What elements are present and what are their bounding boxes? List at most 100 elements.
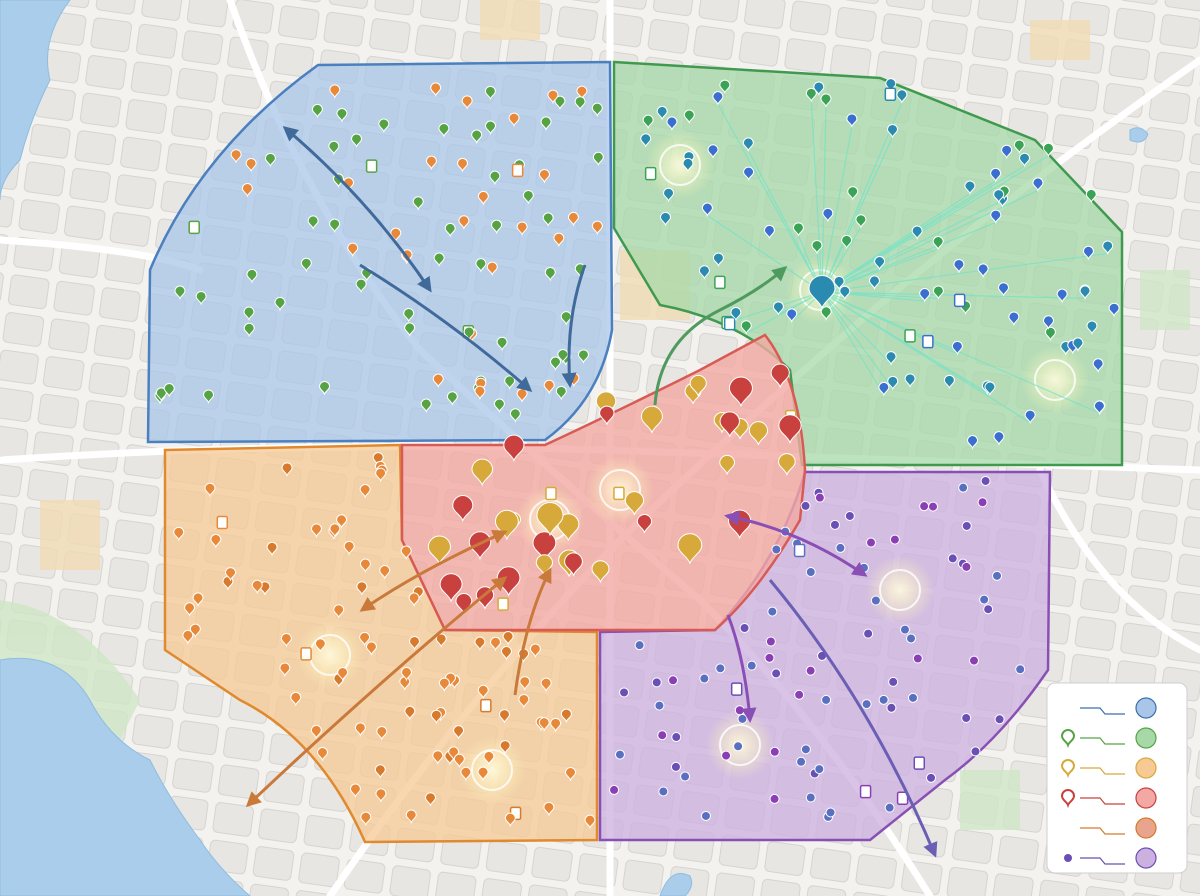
legend-connector bbox=[1080, 797, 1125, 805]
zones bbox=[146, 60, 1124, 844]
marker-dot bbox=[961, 520, 972, 531]
pin bbox=[281, 462, 293, 477]
marker-dot bbox=[961, 561, 972, 572]
building-icon bbox=[730, 682, 743, 696]
connection-line bbox=[821, 291, 991, 396]
pin bbox=[990, 168, 1002, 183]
pin bbox=[640, 405, 663, 435]
pin bbox=[719, 454, 735, 476]
pin bbox=[967, 435, 979, 450]
pin bbox=[203, 389, 215, 405]
pin bbox=[560, 708, 572, 724]
building-icon bbox=[365, 159, 378, 173]
pin bbox=[993, 431, 1005, 446]
pin bbox=[748, 421, 769, 447]
pin bbox=[663, 187, 675, 203]
pin bbox=[549, 356, 561, 372]
pin bbox=[993, 189, 1005, 204]
legend-swatch bbox=[1135, 697, 1157, 719]
building-icon bbox=[859, 784, 872, 799]
marker-dot bbox=[737, 713, 748, 724]
pin bbox=[1044, 326, 1056, 342]
legend-connector bbox=[1080, 767, 1125, 775]
pin bbox=[887, 124, 899, 139]
pin bbox=[707, 144, 719, 159]
marker-dot bbox=[700, 810, 711, 821]
marker-dot bbox=[889, 534, 900, 545]
pin bbox=[529, 643, 541, 659]
pin bbox=[474, 385, 486, 401]
pin bbox=[742, 137, 754, 152]
marker-dot bbox=[800, 500, 811, 511]
pin bbox=[772, 301, 784, 316]
marker-dot bbox=[906, 633, 917, 644]
pin bbox=[532, 531, 557, 563]
connection-line bbox=[747, 150, 823, 293]
marker-dot bbox=[886, 702, 897, 713]
pin bbox=[1102, 240, 1114, 256]
legend-swatch bbox=[1135, 727, 1157, 749]
connection-line bbox=[821, 291, 894, 390]
hotspot-ring bbox=[1034, 359, 1076, 401]
pin bbox=[486, 261, 498, 277]
connection-line bbox=[821, 291, 1086, 300]
pin bbox=[564, 552, 583, 577]
connection-line bbox=[821, 136, 894, 293]
pin bbox=[560, 311, 572, 326]
pin bbox=[656, 105, 668, 121]
pin bbox=[855, 214, 867, 229]
marker-dot bbox=[739, 623, 750, 634]
pin bbox=[998, 282, 1010, 297]
marker-dot bbox=[654, 700, 665, 711]
legend-swatch bbox=[1135, 817, 1157, 839]
pin bbox=[336, 514, 348, 529]
marker-dot bbox=[734, 705, 745, 716]
connection-line bbox=[745, 291, 823, 334]
pin bbox=[522, 190, 534, 205]
marker-dot bbox=[970, 746, 981, 757]
pin bbox=[868, 275, 880, 290]
legend-swatch bbox=[1135, 847, 1157, 869]
pin bbox=[712, 91, 724, 106]
pin bbox=[343, 540, 355, 556]
marker-dot bbox=[907, 692, 918, 703]
pin bbox=[953, 259, 965, 274]
pin bbox=[730, 307, 742, 322]
marker-dot bbox=[861, 699, 872, 710]
marker-dot bbox=[619, 687, 630, 698]
marker-dot bbox=[796, 756, 807, 767]
marker-dot bbox=[651, 677, 662, 688]
pin bbox=[1013, 139, 1025, 155]
building-icon bbox=[884, 87, 897, 102]
connection-line bbox=[821, 165, 1025, 293]
connection-line bbox=[707, 215, 823, 293]
marker-dot bbox=[805, 567, 816, 577]
building-icon bbox=[904, 329, 916, 343]
marker-dot bbox=[805, 792, 816, 803]
pin bbox=[763, 225, 775, 240]
marker-dot bbox=[814, 764, 825, 775]
hotspot-ring bbox=[659, 144, 701, 186]
pin bbox=[540, 677, 552, 693]
pin bbox=[847, 186, 859, 201]
pin bbox=[1086, 320, 1098, 336]
pin bbox=[820, 93, 832, 108]
pin bbox=[1024, 409, 1036, 425]
pin bbox=[543, 801, 555, 817]
pin bbox=[433, 252, 445, 268]
connection-line bbox=[821, 189, 1039, 293]
pin bbox=[246, 268, 258, 284]
pin bbox=[595, 391, 617, 418]
pin bbox=[778, 453, 796, 477]
pin bbox=[504, 812, 516, 828]
marker-dot bbox=[733, 741, 744, 752]
pin bbox=[547, 89, 559, 105]
pin bbox=[689, 374, 707, 398]
pin bbox=[1108, 302, 1120, 318]
pin bbox=[719, 79, 731, 95]
pin bbox=[336, 108, 348, 123]
connection-line bbox=[717, 103, 823, 293]
marker-dot bbox=[878, 694, 889, 705]
connection-line bbox=[810, 100, 823, 293]
pin bbox=[1079, 285, 1091, 300]
